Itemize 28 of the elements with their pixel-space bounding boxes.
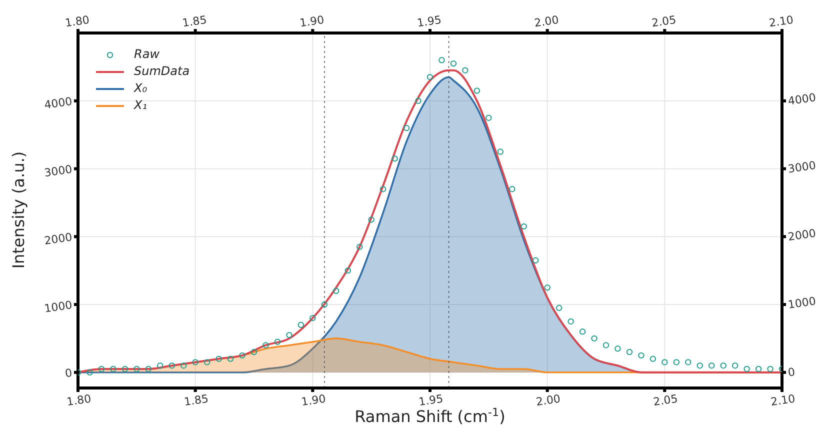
x-tick-label: 1.95 (416, 13, 442, 30)
x2-tick-label: 2.10 (770, 392, 796, 409)
x2-tick-label: 2.05 (652, 392, 679, 409)
x-tick-label: 1.90 (298, 13, 325, 30)
x-tick-label: 1.85 (182, 13, 208, 30)
y2-tick-label: 4000 (787, 91, 817, 108)
y2-tick-label: 2000 (787, 226, 817, 244)
x2-tick-label: 2.00 (535, 392, 562, 409)
legend-label: Raw (134, 46, 160, 63)
y-axis-title: Intensity (a.u.) (9, 151, 28, 269)
legend-label: SumData (134, 63, 190, 80)
legend-label: X₁ (134, 97, 148, 114)
legend-label: X₀ (134, 80, 148, 97)
y2-tick-label: 3000 (787, 158, 817, 176)
x2-tick-label: 1.85 (183, 392, 210, 409)
y2-tick-label: 0 (787, 365, 796, 380)
y-tick-label: 1000 (43, 298, 73, 316)
x-tick-label: 1.80 (64, 13, 90, 30)
y2-tick-label: 1000 (787, 294, 817, 312)
x-tick-label: 2.10 (768, 13, 794, 30)
y-tick-label: 0 (64, 366, 73, 380)
x-tick-label: 2.00 (534, 13, 560, 30)
y-tick-label: 4000 (43, 94, 73, 112)
x2-tick-label: 1.80 (66, 392, 92, 409)
x-tick-label: 2.05 (650, 13, 677, 30)
y-tick-label: 3000 (43, 162, 73, 180)
x2-tick-label: 1.90 (300, 392, 327, 409)
y-tick-label: 2000 (43, 230, 73, 248)
